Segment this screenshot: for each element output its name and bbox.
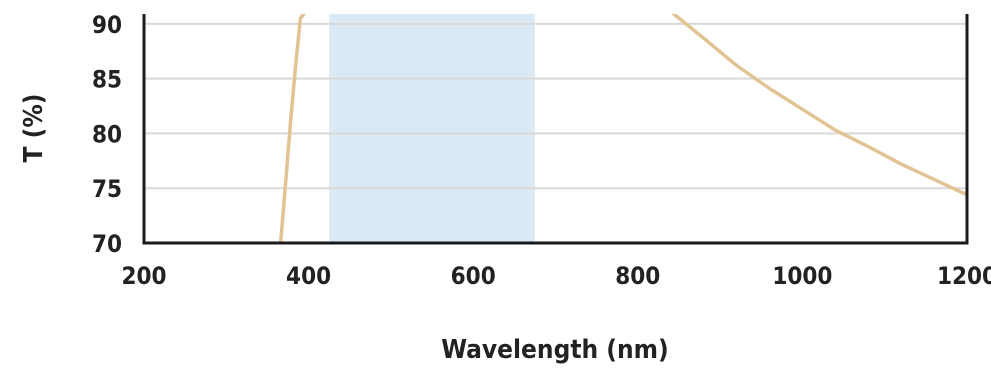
highlight-band <box>329 14 535 243</box>
y-tick-label-90: 90 <box>92 11 122 39</box>
y-tick-label-70: 70 <box>92 230 122 258</box>
y-tick-label-85: 85 <box>92 66 122 94</box>
x-tick-label-800: 800 <box>615 262 660 290</box>
transmission-curve-segment-2 <box>671 14 967 197</box>
x-tick-label-200: 200 <box>121 262 166 290</box>
x-axis-title: Wavelength (nm) <box>441 335 668 365</box>
x-tick-label-1000: 1000 <box>772 262 832 290</box>
x-tick-label-400: 400 <box>286 262 331 290</box>
y-tick-label-75: 75 <box>92 175 122 203</box>
y-tick-label-80: 80 <box>92 120 122 148</box>
x-tick-label-1200: 1200 <box>937 262 991 290</box>
y-axis-title: T (%) <box>19 94 49 163</box>
transmission-curve-segment-1 <box>278 14 306 243</box>
x-tick-label-600: 600 <box>451 262 496 290</box>
